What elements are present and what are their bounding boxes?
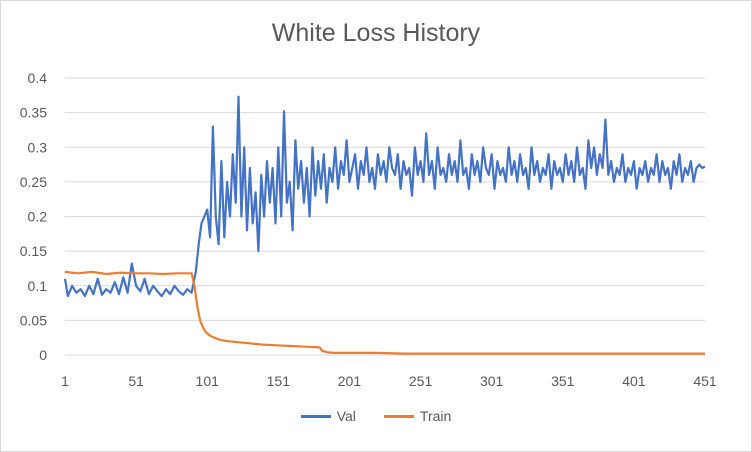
y-axis-tick-labels: 0 0.05 0.1 0.15 0.2 0.25 0.3 0.35 0.4 xyxy=(20,70,47,363)
grid-lines xyxy=(65,77,705,321)
x-tick-label: 101 xyxy=(196,373,220,389)
y-tick-label: 0.3 xyxy=(28,139,48,155)
series-lines xyxy=(63,95,706,355)
x-tick-label: 151 xyxy=(267,373,291,389)
y-tick-label: 0.4 xyxy=(28,70,48,86)
y-tick-label: 0.25 xyxy=(20,174,47,190)
legend-item-val: Val xyxy=(300,408,356,424)
series-line-train xyxy=(64,270,705,355)
y-tick-label: 0.2 xyxy=(28,209,48,225)
legend-item-train: Train xyxy=(383,408,452,424)
x-tick-label: 301 xyxy=(480,373,504,389)
x-tick-label: 251 xyxy=(409,373,433,389)
y-tick-label: 0.05 xyxy=(20,312,47,328)
x-tick-label: 201 xyxy=(338,373,362,389)
chart-title: White Loss History xyxy=(271,19,481,47)
legend-swatch-val xyxy=(300,414,331,418)
series-line-val xyxy=(63,95,706,298)
x-tick-label: 51 xyxy=(128,373,144,389)
y-tick-label: 0.15 xyxy=(20,243,47,259)
y-tick-label: 0.1 xyxy=(28,278,48,294)
x-axis-tick-labels: 1 51 101 151 201 251 301 351 401 451 xyxy=(61,373,717,389)
y-tick-label: 0.35 xyxy=(20,105,47,121)
y-tick-label: 0 xyxy=(39,347,47,363)
legend-label-val: Val xyxy=(336,408,356,424)
x-tick-label: 451 xyxy=(693,373,717,389)
x-tick-label: 401 xyxy=(622,373,646,389)
legend-swatch-train xyxy=(383,414,414,418)
x-tick-label: 1 xyxy=(61,373,69,389)
x-tick-label: 351 xyxy=(551,373,575,389)
legend-label-train: Train xyxy=(419,408,452,424)
legend: Val Train xyxy=(0,408,752,424)
